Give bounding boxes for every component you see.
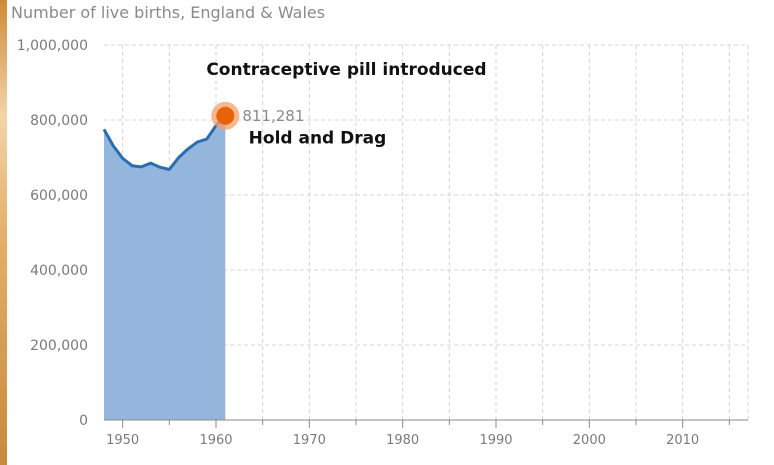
births-area [104, 115, 226, 421]
y-tick-label: 600,000 [30, 188, 88, 204]
handle-value-label: 811,281 [242, 107, 304, 125]
x-tick-label: 2000 [573, 433, 606, 448]
y-tick-label: 1,000,000 [17, 38, 88, 54]
x-tick-label: 1990 [479, 433, 512, 448]
annotations: Contraceptive pill introduced Hold and Dr… [206, 60, 486, 149]
left-decorative-strip [0, 0, 7, 465]
drag-handle[interactable] [216, 106, 235, 125]
y-tick-label: 400,000 [30, 263, 88, 279]
y-axis-ticks: 0 200,000 400,000 600,000 800,000 1,000,000 [17, 38, 88, 429]
x-tick-label: 1980 [386, 433, 419, 448]
y-tick-label: 0 [79, 413, 88, 429]
annotation-hold-and-drag: Hold and Drag [249, 129, 387, 149]
y-tick-label: 800,000 [30, 113, 88, 129]
chart-title: Number of live births, England & Wales [11, 3, 326, 22]
births-line [102, 114, 227, 171]
x-tick-label: 1950 [106, 433, 139, 448]
annotation-pill-introduced: Contraceptive pill introduced [206, 60, 486, 80]
x-tick-label: 1960 [199, 433, 232, 448]
x-tick-label: 1970 [293, 433, 326, 448]
y-tick-label: 200,000 [30, 338, 88, 354]
x-axis-ticks: 1950 1960 1970 1980 1990 2000 2010 [106, 420, 730, 448]
x-tick-label: 2010 [666, 433, 699, 448]
